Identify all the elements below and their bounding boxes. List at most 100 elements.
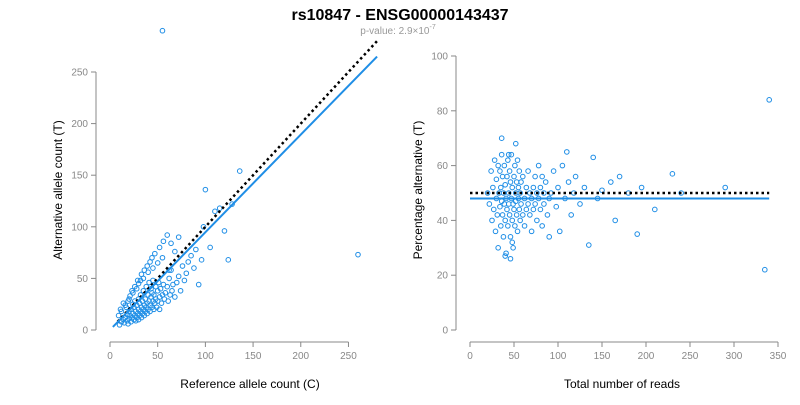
- right-data-point: [508, 151, 515, 158]
- right-data-point: [502, 253, 509, 259]
- right-data-point: [507, 255, 514, 262]
- left-data-point: [115, 312, 122, 319]
- right-data-point: [527, 212, 533, 218]
- right-data-point: [513, 212, 520, 218]
- right-data-point: [523, 206, 530, 213]
- right-data-point: [516, 168, 523, 174]
- right-data-point: [498, 184, 504, 191]
- right-data-point: [490, 206, 497, 213]
- right-data-point: [722, 184, 729, 191]
- right-data-point: [498, 135, 505, 141]
- left-data-point: [159, 27, 166, 34]
- right-data-point: [517, 190, 523, 196]
- right-data-point: [506, 212, 513, 218]
- right-data-point: [507, 234, 514, 240]
- right-x-tick-label: 50: [508, 351, 520, 362]
- right-data-point: [669, 171, 676, 177]
- right-x-axis-label: Total number of reads: [564, 377, 680, 391]
- left-data-point: [195, 281, 202, 288]
- right-data-point: [514, 157, 521, 163]
- left-data-point: [175, 273, 182, 280]
- left-data-point: [172, 248, 178, 255]
- left-y-tick-label: 50: [77, 274, 89, 285]
- right-y-tick-label: 100: [431, 52, 448, 63]
- left-data-point: [132, 283, 138, 290]
- right-data-point: [564, 149, 570, 155]
- left-data-point: [355, 251, 361, 258]
- p-value-exponent: -7: [429, 24, 435, 31]
- right-data-point: [509, 217, 516, 224]
- left-data-point: [166, 267, 172, 273]
- right-data-point: [509, 184, 516, 191]
- right-data-point: [525, 168, 531, 174]
- left-data-point: [156, 306, 163, 313]
- right-data-point: [577, 201, 583, 207]
- left-data-point: [198, 257, 205, 263]
- right-data-point: [505, 190, 512, 196]
- right-data-point: [505, 157, 511, 163]
- left-data-point: [162, 290, 169, 296]
- right-data-point: [539, 173, 545, 180]
- right-data-point: [542, 179, 549, 185]
- right-data-point: [530, 206, 537, 213]
- right-data-point: [499, 212, 506, 218]
- left-data-point: [120, 300, 127, 306]
- right-data-point: [586, 242, 592, 248]
- right-x-tick-label: 250: [682, 351, 699, 362]
- right-data-point: [497, 168, 503, 174]
- chart-subtitle: p-value: 2.9×10-7: [360, 24, 436, 37]
- left-data-point: [173, 279, 180, 286]
- left-x-tick-label: 150: [245, 351, 262, 362]
- left-data-point: [172, 294, 178, 300]
- left-data-point: [181, 277, 188, 284]
- right-data-point: [500, 234, 507, 240]
- right-data-point: [532, 201, 538, 207]
- left-data-point: [236, 168, 243, 174]
- right-data-point: [535, 162, 542, 169]
- chart-title: rs10847 - ENSG00000143437: [291, 7, 508, 24]
- left-y-tick-label: 0: [82, 326, 88, 337]
- left-data-point: [123, 304, 130, 311]
- left-x-tick-label: 250: [340, 351, 357, 362]
- right-data-point: [766, 97, 773, 103]
- right-data-point: [511, 206, 517, 213]
- right-data-point: [532, 173, 538, 180]
- right-scatter-plot: Total number of reads Percentage alterna…: [411, 52, 787, 392]
- left-data-point: [169, 287, 175, 294]
- right-data-point: [539, 223, 545, 229]
- right-data-point: [488, 168, 494, 174]
- right-x-tick-label: 200: [638, 351, 655, 362]
- right-data-point: [510, 245, 516, 251]
- left-data-point: [164, 283, 171, 290]
- right-data-point: [634, 231, 641, 237]
- right-data-point: [484, 190, 491, 196]
- right-y-axis-label: Percentage alternative (T): [411, 121, 425, 260]
- right-data-point: [520, 212, 526, 218]
- right-data-point: [608, 179, 614, 185]
- right-data-point: [612, 217, 619, 224]
- right-y-tick-label: 60: [437, 161, 449, 172]
- right-data-point: [678, 190, 685, 196]
- left-data-point: [216, 205, 223, 212]
- right-data-point: [505, 223, 511, 229]
- left-y-tick-label: 200: [71, 119, 88, 130]
- right-data-point: [553, 203, 560, 210]
- right-data-point: [537, 184, 544, 191]
- left-data-point: [200, 224, 207, 230]
- left-data-point: [177, 287, 184, 294]
- right-data-point: [497, 203, 503, 210]
- left-reference-line: [116, 40, 378, 323]
- right-data-point: [494, 212, 501, 218]
- right-x-tick-label: 0: [467, 351, 473, 362]
- left-data-point: [144, 263, 150, 269]
- left-data-point: [185, 259, 192, 265]
- left-x-tick-label: 0: [107, 351, 113, 362]
- right-data-point: [518, 201, 524, 207]
- left-data-point: [157, 285, 164, 292]
- right-data-point: [590, 154, 597, 161]
- left-y-axis-label: Alternative allele count (T): [51, 120, 65, 259]
- right-data-point: [512, 198, 519, 205]
- right-data-point: [491, 157, 498, 163]
